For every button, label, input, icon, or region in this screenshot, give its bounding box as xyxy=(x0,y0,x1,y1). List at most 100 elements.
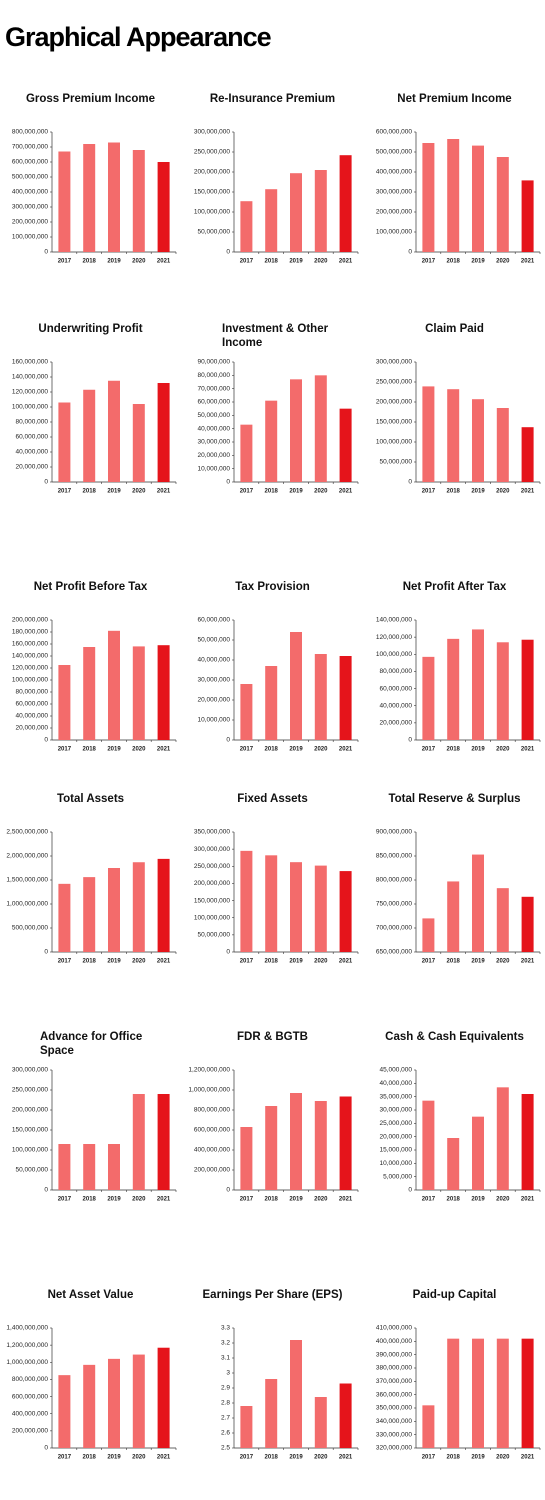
x-tick-label: 2019 xyxy=(289,1455,303,1461)
bar xyxy=(339,408,352,482)
chart: 2.5 2.6 2.7 2.8 2.9 3 3.1 3.2 3.3 2017 2018 2019 202… xyxy=(182,1288,363,1488)
bar xyxy=(83,1144,96,1190)
y-tick-label: 20,000,000 xyxy=(197,697,230,704)
y-tick-label: 390,000,000 xyxy=(376,1351,413,1358)
x-tick-label: 2019 xyxy=(289,259,303,265)
y-tick-label: 600,000,000 xyxy=(12,1393,49,1400)
chart-plot: 650,000,000 700,000,000 750,000,000 800,000… xyxy=(376,829,541,965)
bar xyxy=(132,1094,145,1190)
y-tick-label: 10,000,000 xyxy=(197,465,230,472)
chart-title: Total Reserve & Surplus xyxy=(388,793,521,805)
bar xyxy=(58,402,71,482)
x-tick-label: 2019 xyxy=(471,747,485,753)
chart-title: Net Profit Before Tax xyxy=(33,581,148,593)
bar xyxy=(265,400,278,482)
y-tick-label: 400,000,000 xyxy=(376,1338,413,1345)
y-tick-label: 200,000,000 xyxy=(12,1428,49,1435)
x-tick-label: 2020 xyxy=(314,747,328,753)
x-tick-label: 2018 xyxy=(265,259,279,265)
chart-plot: 0 200,000,000 400,000,000 600,000,000 800,00… xyxy=(6,1325,177,1461)
chart: 0 20,000,000 40,000,000 60,000,000 80,000,00… xyxy=(0,580,181,780)
chart: 0 500,000,000 1,000,000,000 1,500,000,000 2,… xyxy=(0,792,181,992)
x-tick-label: 2020 xyxy=(314,1455,328,1461)
y-tick-label: 800,000,000 xyxy=(194,1107,231,1114)
y-tick-label: 1,000,000,000 xyxy=(188,1087,230,1094)
chart-title: Re-Insurance Premium xyxy=(209,93,336,105)
bar xyxy=(496,1087,509,1190)
bar xyxy=(240,1127,253,1190)
x-tick-label: 2019 xyxy=(107,1197,121,1203)
bar xyxy=(521,180,534,252)
y-tick-label: 500,000,000 xyxy=(12,925,49,932)
chart-title: Investment & Other Income xyxy=(222,323,329,349)
x-tick-label: 2017 xyxy=(58,1455,72,1461)
bar xyxy=(290,632,302,740)
bar xyxy=(157,1094,170,1190)
x-tick-label: 2017 xyxy=(58,747,72,753)
y-tick-label: 50,000,000 xyxy=(379,459,412,466)
bar xyxy=(422,656,435,740)
y-tick-label: 0 xyxy=(226,737,230,744)
y-tick-label: 0 xyxy=(226,949,230,956)
x-tick-label: 2018 xyxy=(83,489,97,495)
page-title: Graphical Appearance xyxy=(5,22,272,52)
bar xyxy=(472,1116,484,1190)
chart-title: FDR & BGTB xyxy=(237,1031,308,1043)
y-tick-label: 0 xyxy=(408,249,412,256)
x-tick-label: 2021 xyxy=(339,259,353,265)
y-tick-label: 120,000,000 xyxy=(12,389,49,396)
y-tick-label: 100,000,000 xyxy=(376,229,413,236)
y-tick-label: 3.1 xyxy=(221,1355,230,1362)
y-tick-label: 30,000,000 xyxy=(379,1107,412,1114)
y-tick-label: 400,000,000 xyxy=(376,169,413,176)
bar xyxy=(265,855,278,952)
y-tick-label: 100,000,000 xyxy=(194,914,231,921)
bar xyxy=(290,173,302,252)
bar xyxy=(265,1106,278,1190)
y-tick-label: 360,000,000 xyxy=(376,1391,413,1398)
y-tick-label: 400,000,000 xyxy=(194,1147,231,1154)
x-tick-label: 2020 xyxy=(496,489,510,495)
y-tick-label: 0 xyxy=(408,737,412,744)
x-tick-label: 2019 xyxy=(107,959,121,965)
x-tick-label: 2020 xyxy=(132,1455,146,1461)
y-tick-label: 250,000,000 xyxy=(194,149,231,156)
chart-plot: 0 200,000,000 400,000,000 600,000,000 800,00… xyxy=(188,1067,359,1203)
bar xyxy=(447,1338,460,1448)
y-tick-label: 2,500,000,000 xyxy=(6,829,48,836)
chart-plot: 0 5,000,000 10,000,000 15,000,000 20,000,000… xyxy=(379,1067,541,1203)
chart: 0 50,000,000 100,000,000 150,000,000 200,000… xyxy=(182,792,363,992)
y-tick-label: 400,000,000 xyxy=(12,1410,49,1417)
bar xyxy=(108,1358,120,1448)
chart: 0 50,000,000 100,000,000 150,000,000 200,000… xyxy=(0,1030,181,1230)
x-tick-label: 2018 xyxy=(447,259,461,265)
x-tick-label: 2017 xyxy=(240,959,254,965)
y-tick-label: 2,000,000,000 xyxy=(6,853,48,860)
bar xyxy=(83,389,96,482)
bar xyxy=(447,881,460,952)
bar xyxy=(132,1354,145,1448)
y-tick-label: 410,000,000 xyxy=(376,1325,413,1332)
x-tick-label: 2018 xyxy=(447,1197,461,1203)
chart-plot: 0 50,000,000 100,000,000 150,000,000 200,000… xyxy=(194,129,359,265)
x-tick-label: 2017 xyxy=(240,1455,254,1461)
bar xyxy=(339,155,352,252)
y-tick-label: 90,000,000 xyxy=(197,359,230,366)
y-tick-label: 750,000,000 xyxy=(376,901,413,908)
chart-plot: 0 100,000,000 200,000,000 300,000,000 400,00… xyxy=(12,129,177,265)
chart: 0 200,000,000 400,000,000 600,000,000 800,00… xyxy=(0,1288,181,1488)
x-tick-label: 2020 xyxy=(132,489,146,495)
x-tick-label: 2020 xyxy=(496,1455,510,1461)
bar xyxy=(58,1144,71,1190)
x-tick-label: 2019 xyxy=(471,489,485,495)
bar xyxy=(472,854,484,952)
y-tick-label: 100,000,000 xyxy=(376,439,413,446)
bar xyxy=(265,189,278,252)
chart: 0 100,000,000 200,000,000 300,000,000 400,00… xyxy=(0,92,181,292)
x-tick-label: 2018 xyxy=(83,259,97,265)
y-tick-label: 300,000,000 xyxy=(194,129,231,136)
x-tick-label: 2018 xyxy=(447,959,461,965)
bar xyxy=(265,666,278,740)
bar xyxy=(108,380,120,482)
bar xyxy=(58,1375,71,1448)
